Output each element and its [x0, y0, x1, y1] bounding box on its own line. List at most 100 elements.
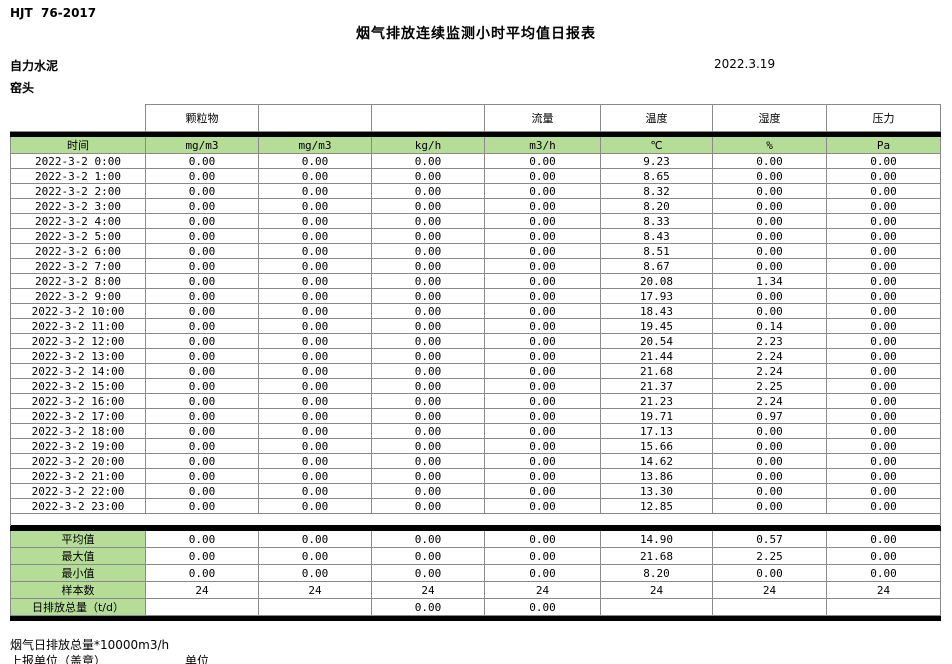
table-row: 2022-3-2 13:00 0.00 0.00 0.00 0.00 21.44 2.24 0… — [10, 348, 941, 364]
time-cell: 2022-3-2 1:00 — [10, 168, 146, 184]
group-header-cell — [371, 104, 485, 132]
table-row: 2022-3-2 8:00 0.00 0.00 0.00 0.00 20.08 1.34 0.… — [10, 273, 941, 289]
value-cell: 0.00 — [258, 498, 372, 514]
time-cell: 2022-3-2 13:00 — [10, 348, 146, 364]
value-cell: 8.20 — [600, 564, 713, 582]
value-cell: 0.00 — [484, 243, 601, 259]
value-cell: 0.00 — [145, 243, 259, 259]
value-cell: 0.00 — [371, 258, 485, 274]
value-cell: 0.00 — [826, 273, 941, 289]
value-cell: 0.00 — [712, 213, 827, 229]
value-cell: 0.00 — [258, 547, 372, 565]
group-header-cell — [258, 104, 372, 132]
value-cell: 8.32 — [600, 183, 713, 199]
table-row: 2022-3-2 20:00 0.00 0.00 0.00 0.00 14.62 0.00 0… — [10, 453, 941, 469]
value-cell: 2.23 — [712, 333, 827, 349]
value-cell: 0.00 — [371, 318, 485, 334]
unit-header-cell: kg/h — [371, 136, 485, 154]
value-cell: 2.24 — [712, 363, 827, 379]
unit-header-cell: ℃ — [600, 136, 713, 154]
time-cell: 2022-3-2 21:00 — [10, 468, 146, 484]
value-cell: 0.00 — [826, 168, 941, 184]
value-cell: 0.00 — [484, 564, 601, 582]
unit-header-row: 时间 mg/m3 mg/m3 kg/h m3/h ℃ % Pa — [10, 136, 941, 154]
value-cell: 24 — [712, 581, 827, 599]
value-cell: 0.00 — [145, 288, 259, 304]
table-row: 2022-3-2 14:00 0.00 0.00 0.00 0.00 21.68 2.24 0… — [10, 363, 941, 379]
value-cell: 0.00 — [826, 483, 941, 499]
value-cell: 0.00 — [712, 498, 827, 514]
value-cell: 19.45 — [600, 318, 713, 334]
value-cell: 0.00 — [371, 168, 485, 184]
value-cell: 0.00 — [145, 183, 259, 199]
value-cell: 0.00 — [258, 333, 372, 349]
time-cell: 2022-3-2 19:00 — [10, 438, 146, 454]
time-cell: 2022-3-2 10:00 — [10, 303, 146, 319]
value-cell: 0.00 — [145, 378, 259, 394]
value-cell: 0.00 — [484, 498, 601, 514]
table-row: 2022-3-2 2:00 0.00 0.00 0.00 0.00 8.32 0.00 0.0… — [10, 183, 941, 199]
value-cell: 0.00 — [826, 348, 941, 364]
value-cell: 17.93 — [600, 288, 713, 304]
value-cell: 0.00 — [145, 258, 259, 274]
time-cell: 2022-3-2 0:00 — [10, 153, 146, 169]
group-header-cell: 温度 — [600, 104, 713, 132]
value-cell: 0.00 — [371, 183, 485, 199]
value-cell: 14.90 — [600, 530, 713, 548]
spacer-cell — [10, 513, 941, 526]
value-cell: 8.51 — [600, 243, 713, 259]
value-cell: 0.00 — [826, 530, 941, 548]
summary-row: 平均值 0.00 0.00 0.00 0.00 14.90 0.57 0.00 — [10, 530, 941, 548]
value-cell: 0.00 — [712, 423, 827, 439]
value-cell: 0.00 — [712, 258, 827, 274]
time-cell: 2022-3-2 20:00 — [10, 453, 146, 469]
table-row: 2022-3-2 15:00 0.00 0.00 0.00 0.00 21.37 2.25 0… — [10, 378, 941, 394]
value-cell: 0.00 — [258, 213, 372, 229]
unit-header-cell: mg/m3 — [145, 136, 259, 154]
value-cell: 0.00 — [712, 288, 827, 304]
spacer-row — [10, 513, 941, 526]
value-cell: 0.00 — [145, 423, 259, 439]
value-cell: 0.00 — [484, 378, 601, 394]
value-cell: 0.14 — [712, 318, 827, 334]
summary-row: 最大值 0.00 0.00 0.00 0.00 21.68 2.25 0.00 — [10, 547, 941, 565]
time-cell: 2022-3-2 5:00 — [10, 228, 146, 244]
unit-header-cell: mg/m3 — [258, 136, 372, 154]
value-cell: 0.00 — [371, 408, 485, 424]
value-cell: 0.00 — [484, 168, 601, 184]
value-cell: 0.00 — [826, 318, 941, 334]
value-cell: 0.00 — [371, 468, 485, 484]
value-cell: 0.00 — [371, 378, 485, 394]
value-cell: 0.00 — [484, 598, 601, 616]
bottom-section — [10, 615, 941, 621]
value-cell: 0.00 — [712, 303, 827, 319]
value-cell: 0.00 — [712, 468, 827, 484]
value-cell: 0.00 — [484, 273, 601, 289]
group-header-cell: 湿度 — [712, 104, 827, 132]
value-cell: 0.00 — [258, 393, 372, 409]
value-cell: 0.00 — [712, 483, 827, 499]
summary-label-cell: 平均值 — [10, 530, 146, 548]
value-cell: 0.00 — [484, 423, 601, 439]
unit-header-cell: Pa — [826, 136, 941, 154]
value-cell: 0.00 — [484, 153, 601, 169]
value-cell: 0.00 — [484, 303, 601, 319]
time-cell: 2022-3-2 2:00 — [10, 183, 146, 199]
summary-row: 日排放总量（t/d） 0.00 0.00 — [10, 598, 941, 616]
value-cell: 0.00 — [712, 453, 827, 469]
value-cell: 0.00 — [145, 363, 259, 379]
value-cell: 0.00 — [258, 258, 372, 274]
value-cell: 0.00 — [371, 453, 485, 469]
value-cell: 2.25 — [712, 547, 827, 565]
value-cell: 0.00 — [371, 547, 485, 565]
value-cell: 0.00 — [258, 183, 372, 199]
value-cell: 0.00 — [712, 153, 827, 169]
value-cell: 2.25 — [712, 378, 827, 394]
unit-label: 单位 — [185, 654, 210, 664]
value-cell: 21.68 — [600, 547, 713, 565]
value-cell: 0.00 — [371, 498, 485, 514]
summary-rows-body: 平均值 0.00 0.00 0.00 0.00 14.90 0.57 0.00 最大值 0.00 0… — [10, 530, 941, 616]
value-cell: 0.00 — [826, 198, 941, 214]
value-cell: 0.00 — [826, 408, 941, 424]
emission-total-note: 烟气日排放总量*10000m3/h — [10, 638, 170, 652]
